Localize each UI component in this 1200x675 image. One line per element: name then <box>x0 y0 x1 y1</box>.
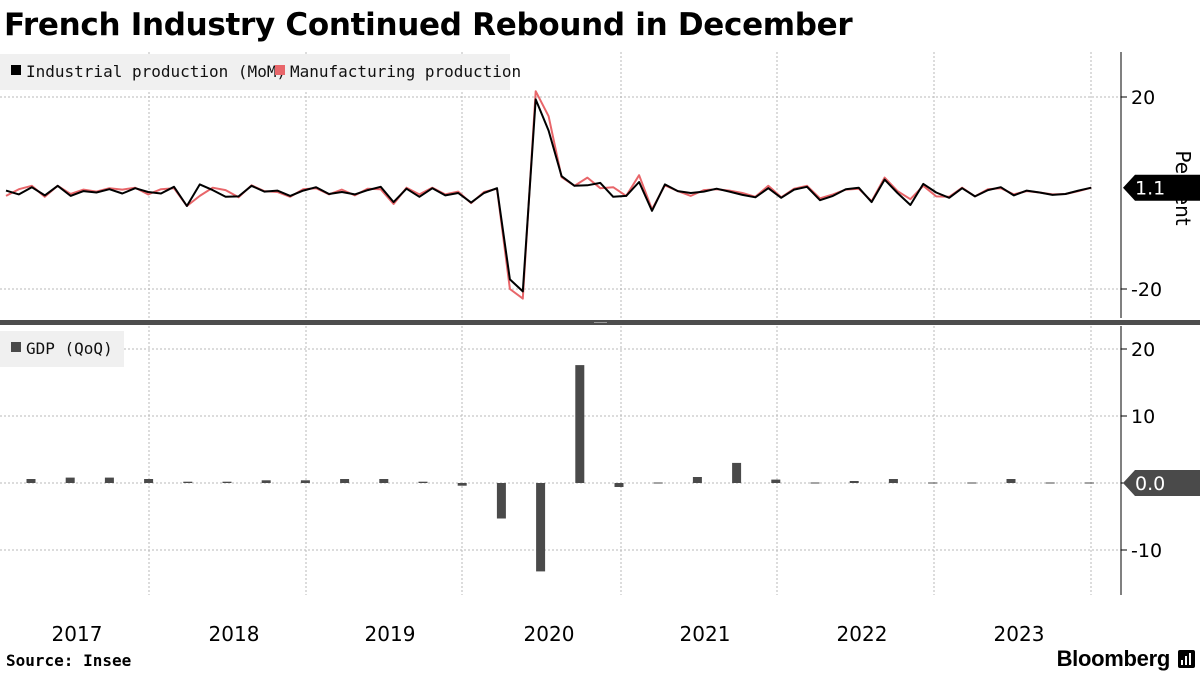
gdp-bar <box>1084 482 1094 484</box>
gdp-bar <box>1045 482 1055 484</box>
gdp-bar <box>300 480 310 483</box>
x-tick-label: 2020 <box>524 622 575 646</box>
x-tick-label: 2018 <box>209 622 260 646</box>
source-note: Source: Insee <box>6 651 132 670</box>
x-tick-label: 2019 <box>365 622 416 646</box>
bottom-y-tick-label: 10 <box>1131 406 1155 428</box>
production-line-series <box>5 90 1092 300</box>
y-axes: -20 20 -10 10 20 <box>1120 52 1162 595</box>
bottom-panel-grid <box>0 326 1121 595</box>
top-y-tick-label: -20 <box>1131 279 1162 301</box>
manufacturing-production-line <box>5 90 1092 300</box>
gdp-bar <box>888 479 898 483</box>
x-tick-label: 2017 <box>52 622 103 646</box>
gdp-bar <box>849 481 859 483</box>
x-tick-label: 2023 <box>994 622 1045 646</box>
bottom-y-tick-label: 20 <box>1131 339 1155 361</box>
top-y-tick-label: 20 <box>1131 87 1155 109</box>
legend-label-manufacturing: Manufacturing production <box>290 62 521 81</box>
gdp-bar <box>614 483 624 487</box>
top-last-value-badge-shape <box>1123 174 1200 201</box>
legend-bottom: GDP (QoQ) <box>0 331 124 367</box>
x-axis-ticks: 2017 2018 2019 2020 2021 2022 2023 <box>52 622 1045 646</box>
gdp-bar <box>379 479 389 483</box>
bottom-last-value-badge-label: 0.0 <box>1135 473 1165 495</box>
gdp-bar <box>496 483 506 519</box>
legend-swatch-industrial <box>11 65 21 75</box>
legend-swatch-manufacturing <box>275 65 285 75</box>
gdp-bar <box>418 481 428 483</box>
gdp-bar <box>1006 479 1016 483</box>
gdp-bar <box>810 482 820 484</box>
gdp-bar <box>26 479 36 483</box>
bottom-last-value-badge-shape <box>1123 470 1200 496</box>
gdp-bar-series <box>26 365 1134 572</box>
bottom-y-tick-label: -10 <box>1131 540 1162 562</box>
gdp-bar <box>222 481 232 483</box>
gdp-bar <box>928 482 938 484</box>
panel-divider <box>0 320 1200 325</box>
gdp-bar <box>536 483 546 572</box>
gdp-bar <box>261 480 271 483</box>
gdp-bar <box>457 483 467 486</box>
bloomberg-terminal-icon <box>1178 650 1195 668</box>
gdp-bar <box>732 462 742 483</box>
legend-swatch-gdp <box>11 342 21 352</box>
chart-title: French Industry Continued Rebound in Dec… <box>4 7 853 43</box>
gdp-bar <box>771 479 781 483</box>
legend-label-gdp: GDP (QoQ) <box>26 339 113 358</box>
legend-top: Industrial production (MoM) Manufacturing… <box>0 54 521 90</box>
x-tick-label: 2022 <box>837 622 888 646</box>
gdp-bar <box>144 479 154 483</box>
industrial-production-line <box>5 98 1092 293</box>
y-axis-label: Percent <box>1171 150 1195 225</box>
bloomberg-logo: Bloomberg <box>1056 646 1171 671</box>
last-value-badges: 1.1 0.0 <box>1123 174 1200 496</box>
gdp-bar <box>340 479 350 483</box>
gdp-bar <box>575 365 585 483</box>
legend-top-background <box>0 54 510 90</box>
gdp-bar <box>653 482 663 484</box>
gdp-bar <box>967 482 977 484</box>
gdp-bar <box>104 477 114 483</box>
gdp-bar <box>183 481 193 483</box>
top-panel-grid <box>0 52 1121 318</box>
gdp-bar <box>65 477 75 483</box>
gdp-bar <box>692 477 702 483</box>
x-tick-label: 2021 <box>680 622 731 646</box>
top-last-value-badge-label: 1.1 <box>1135 178 1165 200</box>
legend-label-industrial: Industrial production (MoM) <box>26 62 286 81</box>
